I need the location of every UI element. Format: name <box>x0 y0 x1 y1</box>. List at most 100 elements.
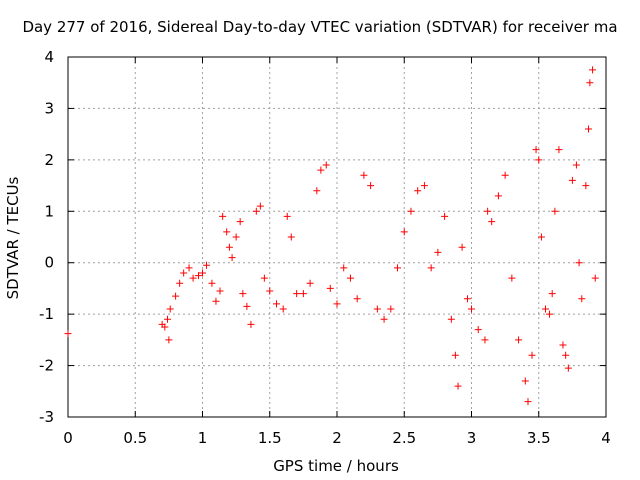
data-point <box>548 290 556 298</box>
data-point <box>373 305 381 313</box>
data-point <box>441 212 449 220</box>
data-point <box>360 171 368 179</box>
data-point <box>252 207 260 215</box>
data-point <box>578 295 586 303</box>
data-point <box>591 274 599 282</box>
data-point <box>521 377 529 385</box>
data-point <box>256 202 264 210</box>
data-point <box>568 176 576 184</box>
data-point <box>189 274 197 282</box>
x-tick-label: 0.5 <box>123 429 147 447</box>
data-point <box>468 305 475 313</box>
data-point <box>266 287 274 295</box>
data-point <box>559 341 567 349</box>
x-tick-label: 3.5 <box>527 429 551 447</box>
data-point <box>199 269 206 277</box>
data-point <box>508 274 516 282</box>
data-point <box>283 212 291 220</box>
data-point <box>164 315 172 323</box>
data-point <box>212 297 220 305</box>
axis-ticks <box>67 56 607 418</box>
x-tick-label: 2.5 <box>392 429 416 447</box>
data-point <box>400 228 408 236</box>
data-point <box>537 233 545 241</box>
data-point <box>589 66 597 74</box>
data-point <box>353 295 361 303</box>
data-point <box>194 272 202 280</box>
data-point <box>216 287 224 295</box>
data-point <box>287 233 295 241</box>
y-tick-label: -1 <box>39 305 54 323</box>
data-point <box>501 171 509 179</box>
data-point <box>524 398 532 406</box>
data-point <box>572 161 580 169</box>
data-point <box>481 336 489 344</box>
data-point <box>494 192 502 200</box>
data-point <box>427 264 435 272</box>
data-point <box>458 243 466 251</box>
data-point <box>185 264 193 272</box>
data-point <box>219 212 227 220</box>
data-point <box>228 254 236 262</box>
y-tick-label: -2 <box>39 357 54 375</box>
data-point <box>236 218 244 226</box>
data-point <box>463 295 471 303</box>
data-point <box>165 336 173 344</box>
data-point <box>346 274 354 282</box>
data-point <box>447 315 455 323</box>
data-point <box>541 305 549 313</box>
gridlines <box>68 57 606 417</box>
data-point <box>340 264 348 272</box>
data-point <box>243 302 251 310</box>
data-point <box>564 364 572 372</box>
data-point <box>326 284 334 292</box>
x-tick-label: 3 <box>467 429 477 447</box>
x-tick-label: 0 <box>63 429 73 447</box>
data-point <box>528 351 536 359</box>
data-point <box>555 146 563 154</box>
y-tick-label: 1 <box>44 202 54 220</box>
data-point <box>515 336 523 344</box>
data-point <box>454 382 462 390</box>
data-point <box>208 279 216 287</box>
y-tick-label: -3 <box>39 408 54 426</box>
data-point <box>322 161 330 169</box>
x-tick-label: 1 <box>198 429 208 447</box>
y-tick-labels: -3 -2 -1 0 1 2 3 4 <box>39 48 54 426</box>
data-point <box>586 79 594 87</box>
data-point <box>299 290 307 298</box>
data-point <box>272 300 280 308</box>
data-point <box>551 207 559 215</box>
y-axis-title: SDTVAR / TECUs <box>4 176 22 299</box>
data-point <box>293 290 301 298</box>
data-point <box>582 182 590 190</box>
data-point <box>414 187 422 195</box>
chart-title: Day 277 of 2016, Sidereal Day-to-day VTE… <box>22 18 617 36</box>
data-point <box>488 218 496 226</box>
data-point <box>225 243 233 251</box>
data-point <box>166 305 174 313</box>
data-points <box>64 66 599 406</box>
data-point <box>532 146 540 154</box>
data-point <box>451 351 459 359</box>
y-tick-label: 2 <box>44 151 54 169</box>
data-point <box>180 269 188 277</box>
data-point <box>387 305 395 313</box>
data-point <box>203 261 211 269</box>
data-point <box>333 300 341 308</box>
data-point <box>306 279 314 287</box>
x-tick-labels: 0 0.5 1 1.5 2 2.5 3 3.5 4 <box>63 429 611 447</box>
y-tick-label: 0 <box>44 254 54 272</box>
data-point <box>260 274 268 282</box>
data-point <box>394 264 402 272</box>
data-point <box>367 182 375 190</box>
data-point <box>546 310 554 318</box>
data-point <box>317 166 325 174</box>
data-point <box>535 156 543 164</box>
data-point <box>64 330 72 338</box>
data-point <box>585 125 593 133</box>
data-point <box>380 315 388 323</box>
data-point <box>562 351 570 359</box>
data-point <box>484 207 492 215</box>
